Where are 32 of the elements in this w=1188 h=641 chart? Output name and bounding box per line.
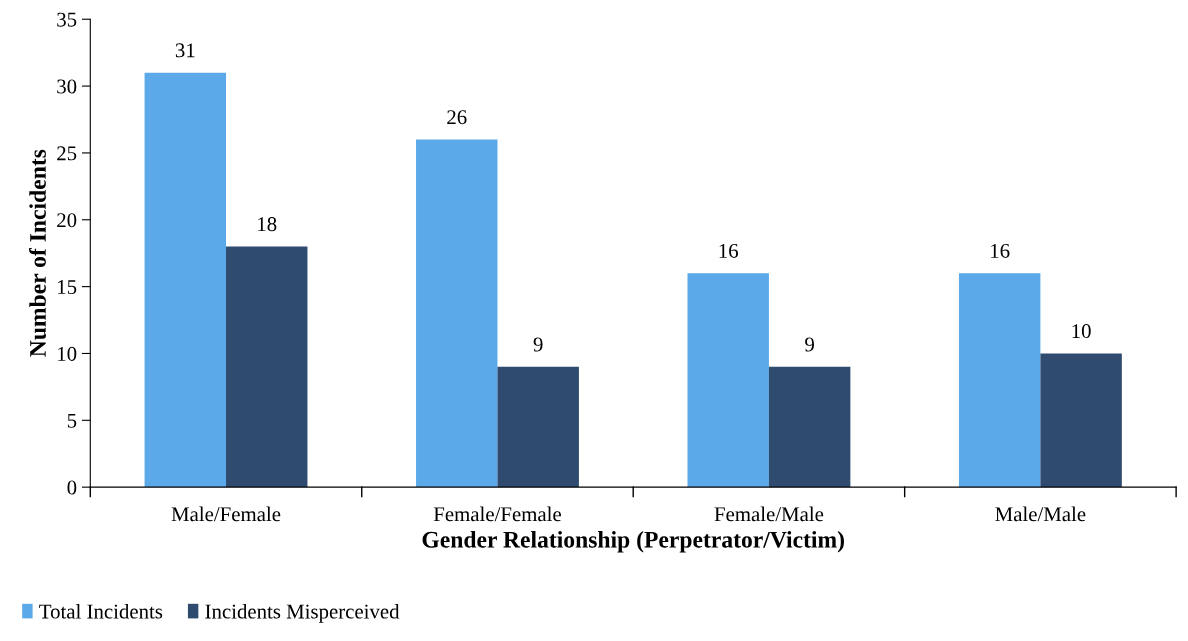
bar (687, 273, 769, 488)
x-axis-title: Gender Relationship (Perpetrator/Victim) (422, 531, 844, 553)
x-tick-label: Male/Female (171, 506, 281, 522)
bar (1040, 353, 1122, 488)
data-label: 26 (447, 110, 467, 125)
y-tick-label: 5 (67, 413, 77, 428)
data-label: 9 (805, 337, 815, 352)
y-tick-label: 10 (58, 346, 77, 361)
bar (958, 273, 1041, 488)
y-tick-label: 20 (57, 213, 77, 228)
data-label: 16 (719, 243, 739, 258)
y-axis-title: Number of Incidents (29, 149, 46, 357)
data-label: 18 (258, 217, 277, 232)
x-tick-label: Male/Male (995, 506, 1086, 522)
y-tick-label: 25 (57, 146, 77, 161)
y-tick-label: 35 (57, 12, 77, 27)
bar (497, 366, 579, 488)
legend-label: Incidents Misperceived (205, 603, 400, 623)
y-tick-label: 30 (57, 79, 77, 94)
y-tick-label: 15 (58, 280, 77, 295)
data-label: 31 (175, 43, 195, 58)
bar (144, 72, 227, 488)
data-label: 16 (991, 243, 1010, 258)
legend-label: Total Incidents (39, 603, 163, 619)
data-label: 9 (533, 337, 543, 352)
x-tick-label: Female/Male (714, 506, 824, 522)
x-tick-label: Female/Female (433, 506, 561, 522)
bar (768, 366, 851, 488)
bar (226, 246, 308, 488)
bar (416, 139, 498, 488)
y-tick-label: 0 (67, 480, 77, 495)
data-label: 10 (1072, 324, 1091, 339)
